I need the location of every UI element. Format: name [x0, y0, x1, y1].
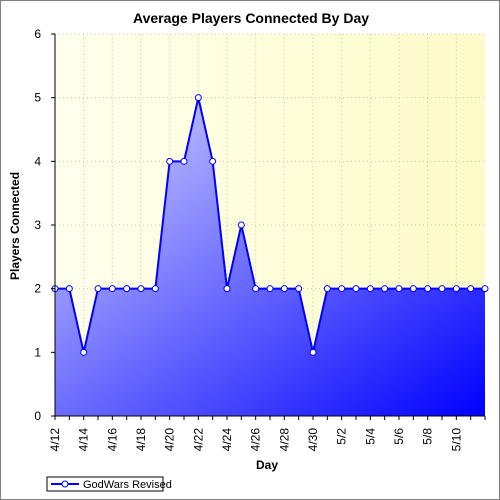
data-point: [194, 94, 202, 102]
data-point: [295, 285, 303, 293]
area-fill: [55, 97, 485, 417]
data-point: [323, 285, 331, 293]
y-tick-label: 3: [34, 218, 41, 232]
data-point: [424, 285, 432, 293]
data-point: [366, 285, 374, 293]
y-tick-label: 5: [34, 91, 41, 105]
data-point: [108, 285, 116, 293]
x-tick-label: 4/24: [220, 428, 234, 452]
data-point: [395, 285, 403, 293]
data-point: [223, 285, 231, 293]
data-point: [452, 285, 460, 293]
y-tick-labels: 0 1 2 3 4 5 6: [34, 27, 55, 423]
x-axis-title: Day: [256, 458, 278, 472]
data-point: [409, 285, 417, 293]
y-tick-label: 4: [34, 154, 41, 168]
y-tick-label: 6: [34, 27, 41, 41]
x-tick-label: 4/18: [134, 428, 148, 452]
data-point: [280, 285, 288, 293]
x-tick-label: 4/22: [191, 428, 205, 452]
data-points: [51, 94, 489, 356]
x-tick-label: 5/2: [335, 428, 349, 445]
data-point: [438, 285, 446, 293]
data-point: [180, 157, 188, 165]
data-point: [237, 221, 245, 229]
data-point: [166, 157, 174, 165]
data-point: [209, 157, 217, 165]
x-tick-label: 4/26: [249, 428, 263, 452]
chart-title: Average Players Connected By Day: [133, 10, 369, 26]
x-tick-label: 5/6: [392, 428, 406, 445]
legend-box: [46, 476, 164, 492]
x-tick-label: 4/30: [306, 428, 320, 452]
data-point: [252, 285, 260, 293]
data-point: [467, 285, 475, 293]
y-tick-label: 0: [34, 409, 41, 423]
data-point: [381, 285, 389, 293]
y-axis-title: Players Connected: [8, 172, 22, 280]
data-point: [137, 285, 145, 293]
y-tick-label: 1: [34, 345, 41, 359]
data-point: [481, 285, 489, 293]
data-point: [338, 285, 346, 293]
x-tick-label: 4/12: [48, 428, 62, 452]
data-point: [309, 348, 317, 356]
data-point: [123, 285, 131, 293]
legend-label: GodWars Revised: [83, 479, 172, 491]
x-tick-label: 5/10: [449, 428, 463, 452]
x-tick-label: 4/16: [105, 428, 119, 452]
legend: GodWars Revised: [46, 476, 172, 492]
x-tick-labels: 4/12 4/14 4/16 4/18 4/20 4/22 4/24 4/26 4/28 4/30…: [48, 416, 486, 452]
x-tick-label: 5/4: [363, 428, 377, 445]
x-tick-label: 5/8: [421, 428, 435, 445]
data-point: [266, 285, 274, 293]
y-tick-label: 2: [34, 282, 41, 296]
data-point: [94, 285, 102, 293]
x-tick-label: 4/28: [277, 428, 291, 452]
data-point: [352, 285, 360, 293]
x-tick-label: 4/14: [77, 428, 91, 452]
data-point: [151, 285, 159, 293]
x-tick-label: 4/20: [163, 428, 177, 452]
data-point: [65, 285, 73, 293]
legend-marker-icon: [61, 480, 69, 488]
data-point: [80, 348, 88, 356]
